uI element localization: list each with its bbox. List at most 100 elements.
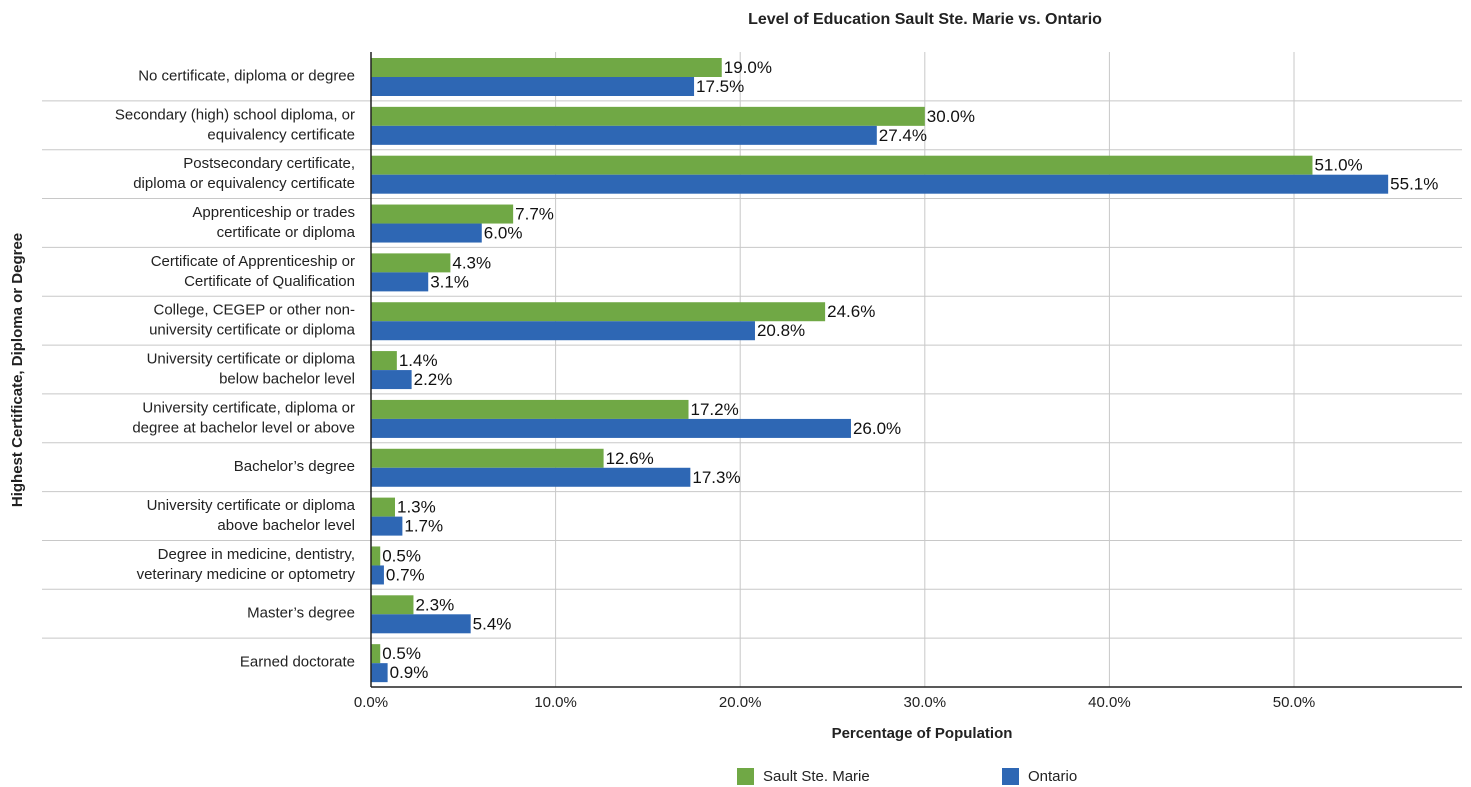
x-tick-label: 40.0% [1088,694,1131,711]
value-label: 0.5% [382,546,421,565]
y-tick-label: Certificate of Apprenticeship or Certific… [151,253,355,290]
y-tick-label-line: Degree in medicine, dentistry, [158,546,355,563]
value-label: 1.7% [404,517,443,536]
value-label: 27.4% [879,126,927,145]
value-label: 26.0% [853,419,901,438]
bar [371,448,604,468]
bar [371,106,925,126]
value-label: 19.0% [724,58,772,77]
y-tick-label-line: Certificate of Apprenticeship or [151,253,355,270]
y-tick-label-line: Postsecondary certificate, [183,155,355,172]
value-label: 2.2% [414,370,453,389]
value-label: 2.3% [415,595,454,614]
value-label: 7.7% [515,205,554,224]
value-label: 17.3% [692,468,740,487]
y-tick-label: Earned doctorate [240,654,355,671]
y-tick-label-line: Master’s degree [247,605,355,622]
y-tick-label: Secondary (high) school diploma, or equiv… [115,106,355,143]
value-label: 6.0% [484,224,523,243]
value-label: 30.0% [927,107,975,126]
y-tick-label-line: Bachelor’s degree [234,458,355,475]
value-label: 0.5% [382,644,421,663]
y-tick-label-line: certificate or diploma [217,224,356,241]
y-tick-label: University certificate, diploma or degree… [132,399,355,436]
value-label: 3.1% [430,272,469,291]
bar [371,204,514,224]
y-tick-label: University certificate or diploma below b… [147,350,356,387]
value-label: 12.6% [606,449,654,468]
y-tick-label: Postsecondary certificate, diploma or equ… [133,155,355,192]
y-tick-label-line: equivalency certificate [207,126,355,143]
bar [371,546,381,566]
bar [371,302,826,322]
value-label: 0.7% [386,565,425,584]
legend-label: Ontario [1028,768,1077,785]
bar [371,321,755,341]
bar [371,614,471,634]
y-tick-label-line: below bachelor level [219,370,355,387]
y-tick-label-line: Secondary (high) school diploma, or [115,106,355,123]
y-tick-label: Degree in medicine, dentistry, veterinary… [137,546,356,583]
value-label: 17.2% [691,400,739,419]
legend-swatch [737,768,754,785]
value-label: 4.3% [452,253,491,272]
value-label: 55.1% [1390,175,1438,194]
value-label: 24.6% [827,302,875,321]
bar [371,467,691,487]
bar [371,663,388,683]
y-axis-label: Highest Certificate, Diploma or Degree [9,233,26,507]
bar [371,125,877,145]
y-tick-label-line: university certificate or diploma [149,322,356,339]
legend-swatch [1002,768,1019,785]
bar [371,77,695,96]
x-tick-label: 10.0% [534,694,577,711]
x-tick-label: 30.0% [904,694,947,711]
value-label: 1.4% [399,351,438,370]
bar [371,399,689,419]
y-tick-label-line: Apprenticeship or trades [192,204,355,221]
value-label: 20.8% [757,321,805,340]
bar [371,497,395,517]
y-tick-label-line: veterinary medicine or optometry [137,566,356,583]
y-tick-label-line: diploma or equivalency certificate [133,175,355,192]
value-label: 1.3% [397,498,436,517]
chart-title: Level of Education Sault Ste. Marie vs. … [748,11,1102,28]
y-tick-label: Master’s degree [247,605,355,622]
y-tick-label-line: Certificate of Qualification [184,273,355,290]
value-label: 0.9% [390,663,429,682]
y-tick-label-line: College, CEGEP or other non- [154,302,356,319]
legend-label: Sault Ste. Marie [763,768,870,785]
bar [371,418,851,438]
bar [371,516,403,536]
bar [371,58,722,77]
y-tick-label-line: above bachelor level [217,517,355,534]
value-label: 17.5% [696,77,744,96]
y-tick-label-line: University certificate or diploma [147,497,356,514]
y-tick-label: Apprenticeship or trades certificate or d… [192,204,355,241]
x-tick-label: 50.0% [1273,694,1316,711]
y-tick-label: Bachelor’s degree [234,458,355,475]
bar [371,565,384,585]
y-tick-label-line: University certificate, diploma or [142,399,355,416]
bar [371,370,412,390]
x-axis-label: Percentage of Population [832,725,1013,742]
y-tick-label-line: Earned doctorate [240,654,355,671]
y-tick-label-line: degree at bachelor level or above [132,419,355,436]
bar [371,253,451,273]
x-tick-label: 0.0% [354,694,388,711]
bar [371,351,397,371]
y-tick-label-line: No certificate, diploma or degree [138,67,355,84]
bar [371,644,381,664]
value-label: 5.4% [473,614,512,633]
bar [371,223,482,243]
bar [371,155,1313,175]
bar [371,595,414,615]
value-label: 51.0% [1314,156,1362,175]
bar [371,174,1389,194]
y-tick-label: No certificate, diploma or degree [138,67,355,84]
bar [371,272,429,292]
y-tick-label: University certificate or diploma above b… [147,497,356,534]
x-tick-label: 20.0% [719,694,762,711]
y-tick-label-line: University certificate or diploma [147,350,356,367]
